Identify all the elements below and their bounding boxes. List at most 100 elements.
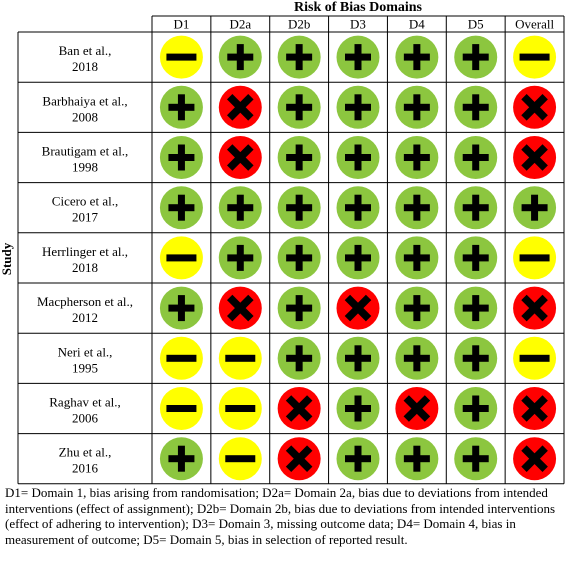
study-name-line1: Cicero et al., [52, 194, 118, 209]
plus-bar-v [177, 445, 185, 472]
cross-icon [226, 294, 254, 322]
study-name-line1: Ban et al., [59, 43, 112, 58]
judgement-low-d1 [159, 85, 203, 129]
study-name-line1: Herrlinger et al., [42, 244, 128, 259]
judgement-high-d2a [218, 85, 262, 129]
plus-bar-v [236, 244, 244, 271]
cross-icon [403, 395, 431, 422]
minus-bar [519, 254, 550, 262]
plus-bar-v [472, 445, 480, 472]
judgement-low-d2b [277, 35, 321, 79]
minus-bar [166, 53, 197, 61]
plus-bar-v [354, 445, 362, 472]
plus-bar-v [354, 94, 362, 121]
plus-icon [168, 94, 195, 121]
study-year: 2008 [72, 109, 98, 124]
column-header-d3: D3 [350, 17, 366, 32]
judgement-low-d2b [277, 186, 321, 230]
cross-icon [521, 94, 548, 121]
plus-icon [403, 445, 430, 472]
minus-bar [519, 53, 550, 61]
study-year: 1995 [72, 360, 98, 375]
minus-icon [519, 354, 550, 362]
plus-icon [462, 445, 489, 472]
cross-bar-b [521, 445, 548, 472]
judgement-some-concerns-overall [513, 35, 557, 79]
judgement-low-overall [513, 186, 557, 230]
judgement-low-d1 [159, 136, 203, 179]
judgement-high-overall [513, 387, 557, 430]
study-year: 1998 [72, 160, 98, 175]
judgement-low-d5 [454, 236, 498, 280]
cross-icon [521, 395, 548, 422]
plus-icon [168, 194, 195, 221]
plus-bar-v [413, 94, 421, 121]
plus-icon [345, 194, 371, 221]
cross-bar-b [521, 395, 548, 422]
judgement-low-d2b [277, 136, 321, 179]
judgement-high-d2a [218, 286, 262, 330]
study-year: 2017 [72, 210, 99, 225]
judgement-high-d2b [277, 387, 321, 430]
judgement-low-d4 [395, 136, 439, 179]
judgement-some-concerns-overall [513, 236, 557, 280]
plus-bar-v [531, 194, 539, 221]
judgement-low-d5 [454, 136, 498, 179]
plus-icon [345, 345, 371, 372]
plus-bar-v [472, 194, 480, 221]
judgement-some-concerns-d1 [159, 336, 203, 380]
plus-bar-v [295, 194, 303, 221]
plus-icon [462, 395, 489, 422]
judgement-low-d4 [395, 186, 439, 230]
plus-bar-v [295, 144, 303, 171]
judgement-low-d3 [336, 186, 380, 230]
judgement-low-d3 [336, 437, 380, 481]
judgement-some-concerns-d1 [159, 236, 203, 280]
study-year: 2006 [72, 411, 99, 426]
plus-icon [403, 345, 430, 372]
column-header-d5: D5 [468, 17, 484, 32]
judgement-low-d4 [395, 35, 439, 79]
study-name-line1: Macpherson et al., [37, 294, 133, 309]
judgement-low-d4 [395, 336, 439, 380]
plus-bar-v [354, 244, 362, 271]
judgement-low-d2b [277, 236, 321, 280]
judgement-low-d4 [395, 85, 439, 129]
judgement-low-d1 [159, 437, 203, 481]
plus-bar-v [413, 295, 421, 322]
study-year: 2016 [72, 461, 99, 476]
judgement-high-d3 [336, 286, 380, 330]
judgement-low-d5 [454, 387, 498, 430]
plus-bar-v [413, 144, 421, 171]
plus-icon [345, 395, 371, 422]
judgement-high-d2b [277, 437, 321, 481]
cross-icon [226, 94, 254, 121]
plus-bar-v [413, 44, 421, 71]
plus-icon [286, 244, 313, 271]
judgement-low-d5 [454, 186, 498, 230]
column-header-d2b: D2b [288, 17, 310, 32]
minus-bar [519, 354, 550, 362]
cross-icon [285, 445, 313, 472]
plus-icon [286, 44, 313, 71]
minus-icon [166, 354, 197, 362]
column-header-d4: D4 [409, 17, 425, 32]
minus-bar [225, 455, 256, 463]
plus-icon [462, 194, 489, 221]
plus-icon [286, 295, 313, 322]
plus-bar-v [472, 44, 480, 71]
judgement-low-d4 [395, 437, 439, 481]
cross-icon [344, 294, 372, 322]
judgement-low-d3 [336, 236, 380, 280]
cross-icon [285, 395, 313, 422]
minus-bar [166, 405, 197, 412]
study-year: 2018 [72, 59, 98, 74]
plus-icon [345, 244, 371, 271]
minus-icon [166, 405, 197, 412]
judgement-high-d4 [395, 387, 439, 430]
plus-bar-v [177, 94, 185, 121]
judgement-low-d3 [336, 136, 380, 179]
plus-bar-v [354, 44, 362, 71]
plus-icon [462, 44, 489, 71]
plus-icon [403, 44, 430, 71]
